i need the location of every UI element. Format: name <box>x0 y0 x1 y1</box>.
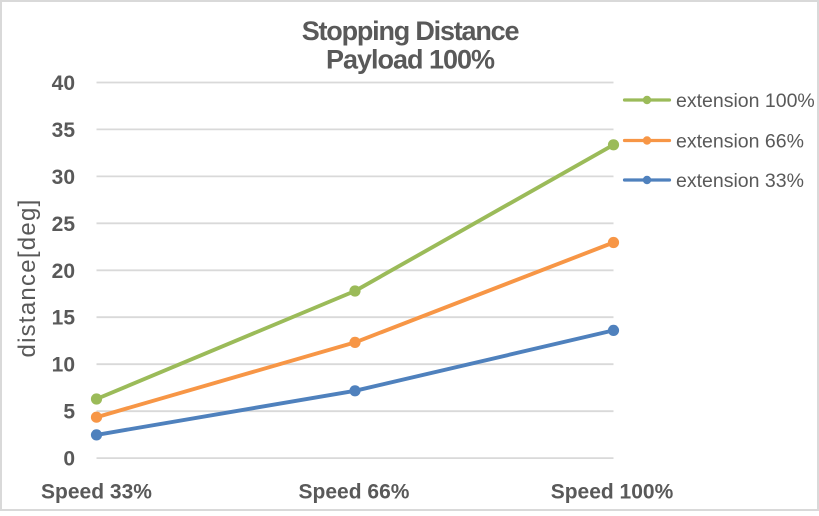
svg-text:25: 25 <box>52 213 76 236</box>
svg-text:distance[deg]: distance[deg] <box>14 198 41 357</box>
svg-text:extension 100%: extension 100% <box>676 90 815 112</box>
svg-text:0: 0 <box>63 448 75 471</box>
svg-text:35: 35 <box>52 119 76 142</box>
svg-text:30: 30 <box>52 166 75 189</box>
svg-text:Speed 100%: Speed 100% <box>551 481 674 504</box>
svg-text:40: 40 <box>52 72 75 95</box>
svg-text:extension 33%: extension 33% <box>676 170 804 192</box>
svg-text:Payload 100%: Payload 100% <box>326 45 495 75</box>
svg-text:Speed 33%: Speed 33% <box>41 481 152 504</box>
svg-text:Stopping Distance: Stopping Distance <box>302 16 520 46</box>
svg-text:20: 20 <box>52 260 75 283</box>
svg-text:Speed 66%: Speed 66% <box>299 481 410 504</box>
svg-text:15: 15 <box>52 307 76 330</box>
svg-text:extension 66%: extension 66% <box>676 131 804 153</box>
svg-text:10: 10 <box>52 354 75 377</box>
svg-text:5: 5 <box>63 401 75 424</box>
